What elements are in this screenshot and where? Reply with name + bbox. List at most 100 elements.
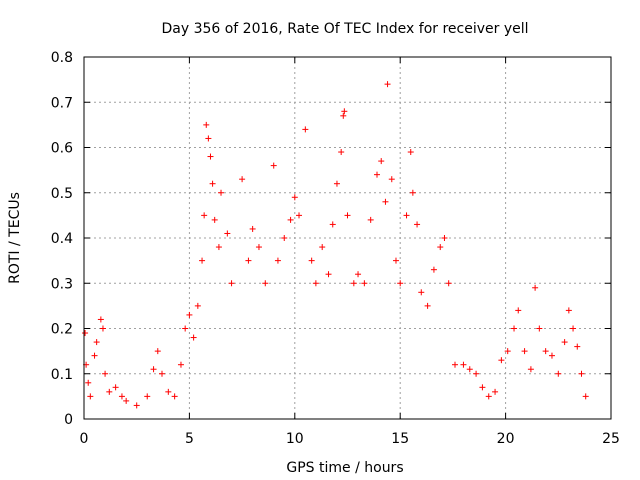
data-point — [532, 284, 539, 291]
x-tick-label: 20 — [497, 431, 515, 447]
data-points — [82, 81, 589, 409]
data-point — [201, 212, 208, 219]
data-point — [158, 370, 165, 377]
data-point — [118, 393, 125, 400]
data-point — [485, 393, 492, 400]
plot-frame — [83, 56, 612, 420]
data-point — [245, 257, 252, 264]
y-tick-label: 0.8 — [51, 50, 73, 66]
y-tick-label: 0.1 — [51, 367, 73, 383]
y-tick-label: 0.7 — [51, 95, 73, 111]
data-point — [378, 158, 385, 165]
data-point — [215, 244, 222, 251]
x-axis-label: GPS time / hours — [286, 460, 403, 476]
data-point — [239, 176, 246, 183]
data-point — [409, 189, 416, 196]
data-point — [542, 348, 549, 355]
data-point — [430, 266, 437, 273]
data-point — [460, 361, 467, 368]
data-point — [287, 216, 294, 223]
data-point — [418, 289, 425, 296]
data-point — [384, 81, 391, 88]
axis-ticks: 0 5 10 15 20 25 0 0.1 0.2 0.3 0.4 0.5 0.6 0.7 0.8 — [51, 50, 620, 447]
data-point — [85, 379, 92, 386]
data-point — [479, 384, 486, 391]
data-point — [388, 176, 395, 183]
data-point — [112, 384, 119, 391]
data-point — [190, 334, 197, 341]
data-point — [199, 257, 206, 264]
data-point — [182, 325, 189, 332]
data-point — [340, 112, 347, 119]
data-point — [91, 352, 98, 359]
data-point — [97, 316, 104, 323]
data-point — [308, 257, 315, 264]
data-point — [403, 212, 410, 219]
data-point — [291, 194, 298, 201]
data-point — [218, 189, 225, 196]
data-point — [106, 388, 113, 395]
data-point — [521, 348, 528, 355]
x-tick-label: 0 — [80, 431, 89, 447]
y-tick-label: 0.5 — [51, 186, 73, 202]
data-point — [466, 366, 473, 373]
data-point — [333, 180, 340, 187]
data-point — [171, 393, 178, 400]
data-point — [93, 339, 100, 346]
data-point — [325, 271, 332, 278]
data-point — [329, 221, 336, 228]
data-point — [565, 307, 572, 314]
data-point — [407, 149, 414, 156]
data-point — [207, 153, 214, 160]
data-point — [574, 343, 581, 350]
data-point — [209, 180, 216, 187]
data-point — [270, 162, 277, 169]
data-point — [555, 370, 562, 377]
data-point — [102, 370, 109, 377]
data-point — [338, 149, 345, 156]
data-point — [165, 388, 172, 395]
data-point — [515, 307, 522, 314]
x-tick-label: 15 — [391, 431, 409, 447]
data-point — [382, 198, 389, 205]
data-point — [350, 280, 357, 287]
data-point — [548, 352, 555, 359]
data-point — [392, 257, 399, 264]
data-point — [262, 280, 269, 287]
data-point — [578, 370, 585, 377]
data-point — [570, 325, 577, 332]
data-point — [319, 244, 326, 251]
data-point — [255, 244, 262, 251]
data-point — [249, 225, 256, 232]
data-point — [205, 135, 212, 142]
grid-lines — [84, 57, 611, 419]
data-point — [367, 216, 374, 223]
data-point — [452, 361, 459, 368]
x-tick-label: 25 — [602, 431, 620, 447]
data-point — [473, 370, 480, 377]
data-point — [492, 388, 499, 395]
data-point — [582, 393, 589, 400]
data-point — [498, 357, 505, 364]
data-point — [561, 339, 568, 346]
data-point — [344, 212, 351, 219]
data-point — [504, 348, 511, 355]
data-point — [154, 348, 161, 355]
data-point — [203, 121, 210, 128]
data-point — [194, 302, 201, 309]
data-point — [341, 108, 348, 115]
data-point — [361, 280, 368, 287]
data-point — [312, 280, 319, 287]
data-point — [536, 325, 543, 332]
data-point — [374, 171, 381, 178]
data-point — [437, 244, 444, 251]
data-point — [296, 212, 303, 219]
x-tick-label: 5 — [185, 431, 194, 447]
data-point — [511, 325, 518, 332]
data-point — [211, 216, 218, 223]
data-point — [355, 271, 362, 278]
data-point — [281, 235, 288, 241]
y-tick-label: 0 — [64, 412, 73, 428]
data-point — [87, 393, 94, 400]
